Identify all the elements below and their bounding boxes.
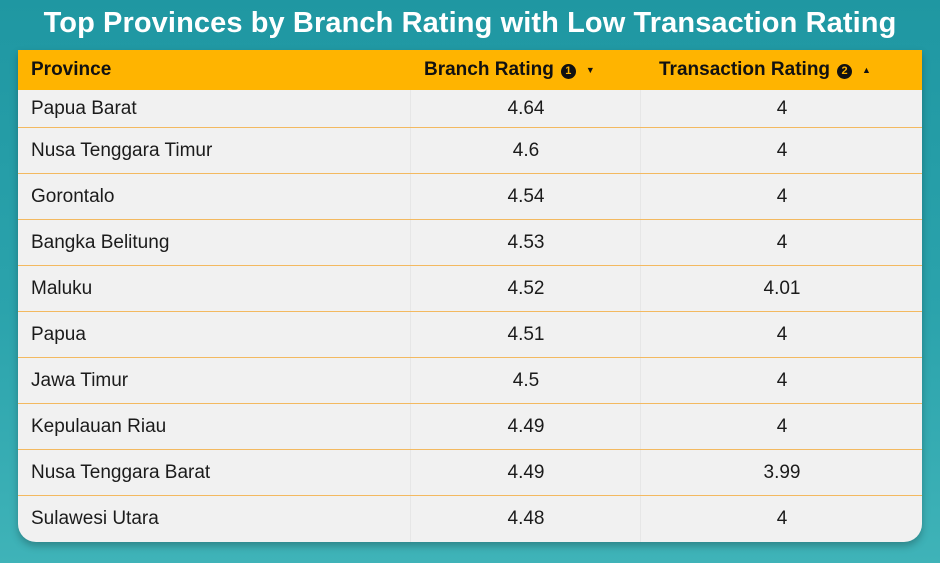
province-cell: Maluku (31, 277, 93, 299)
table-row: Nusa Tenggara Timur 4.6 4 (18, 128, 922, 174)
sort-priority-badge: 2 (837, 64, 853, 79)
column-header-transaction-rating[interactable]: Transaction Rating 2 ▲ (659, 50, 871, 90)
province-cell: Jawa Timur (31, 369, 129, 391)
table-row: Papua Barat 4.64 4 (18, 90, 922, 128)
caret-up-icon: ▲ (862, 65, 871, 75)
province-cell: Nusa Tenggara Timur (31, 139, 213, 161)
transaction-rating-cell: 4 (640, 128, 922, 173)
transaction-rating-cell: 4 (640, 404, 922, 449)
transaction-rating-cell: 4 (640, 90, 922, 127)
table-row: Nusa Tenggara Barat 4.49 3.99 (18, 450, 922, 496)
province-cell: Papua Barat (31, 97, 137, 119)
ratings-table: Province Branch Rating 1 ▼ Transaction Rat… (18, 50, 922, 542)
transaction-rating-cell: 4 (640, 496, 922, 542)
branch-rating-cell: 4.54 (410, 174, 641, 219)
province-cell: Kepulauan Riau (31, 415, 167, 437)
branch-rating-cell: 4.52 (410, 266, 641, 311)
caret-down-icon: ▼ (585, 65, 595, 75)
table-row: Papua 4.51 4 (18, 312, 922, 358)
table-row: Gorontalo 4.54 4 (18, 174, 922, 220)
branch-rating-cell: 4.53 (410, 220, 641, 265)
province-cell: Sulawesi Utara (31, 508, 159, 529)
branch-rating-cell: 4.51 (410, 312, 641, 357)
branch-rating-cell: 4.5 (410, 358, 641, 403)
province-cell: Nusa Tenggara Barat (31, 461, 211, 483)
sort-priority-badge: 1 (560, 64, 576, 79)
table-header: Province Branch Rating 1 ▼ Transaction Rat… (18, 50, 922, 90)
branch-rating-cell: 4.6 (410, 128, 641, 173)
province-cell: Gorontalo (31, 185, 115, 207)
branch-rating-cell: 4.64 (410, 90, 641, 127)
branch-rating-cell: 4.49 (410, 450, 641, 495)
branch-rating-cell: 4.48 (410, 496, 641, 542)
column-header-province[interactable]: Province (31, 50, 111, 90)
province-cell: Papua (31, 323, 86, 345)
transaction-rating-cell: 4 (640, 358, 922, 403)
province-cell: Bangka Belitung (31, 231, 170, 253)
transaction-rating-cell: 4 (640, 174, 922, 219)
column-header-label: Transaction Rating (659, 59, 831, 80)
column-header-label: Branch Rating (424, 59, 554, 80)
transaction-rating-cell: 4.01 (640, 266, 922, 311)
table-row: Bangka Belitung 4.53 4 (18, 220, 922, 266)
branch-rating-cell: 4.49 (410, 404, 641, 449)
column-header-label: Province (31, 59, 112, 80)
column-header-branch-rating[interactable]: Branch Rating 1 ▼ (424, 50, 595, 90)
chart-title: Top Provinces by Branch Rating with Low … (43, 7, 897, 39)
transaction-rating-cell: 3.99 (640, 450, 922, 495)
table-row: Sulawesi Utara 4.48 4 (18, 496, 922, 542)
transaction-rating-cell: 4 (640, 220, 922, 265)
transaction-rating-cell: 4 (640, 312, 922, 357)
table-row: Maluku 4.52 4.01 (18, 266, 922, 312)
table-row: Kepulauan Riau 4.49 4 (18, 404, 922, 450)
table-row: Jawa Timur 4.5 4 (18, 358, 922, 404)
